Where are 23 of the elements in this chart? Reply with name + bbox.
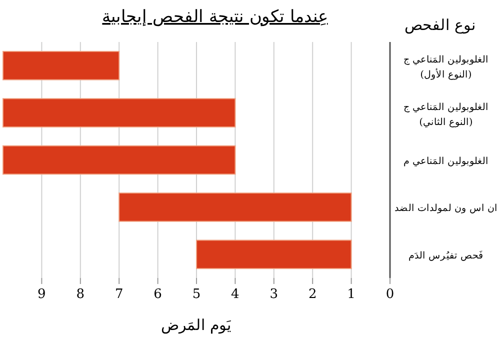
x-axis-title: يَوم المَرض — [161, 316, 231, 334]
y-tick-label: الغلوبولين المَناعي ج (النوع الثاني) — [403, 102, 489, 128]
chart-title: عِندما تكون نتيجة الفحص إيجابية — [102, 7, 328, 27]
x-tick-label: 5 — [192, 287, 201, 302]
y-tick-label: ان اس ون لمولدات الضد — [394, 203, 498, 214]
x-tick-label: 1 — [347, 287, 356, 302]
x-tick-label: 7 — [114, 287, 124, 302]
x-tick-label: 3 — [270, 287, 278, 302]
y-tick-label: الغلوبولين المَناعي م — [403, 156, 489, 167]
x-tick-label: 9 — [38, 287, 46, 302]
bar — [2, 50, 120, 80]
bar — [118, 192, 352, 222]
y-tick-label: الغلوبولين المَناعي ج (النوع الأول) — [403, 54, 489, 81]
x-tick-label: 8 — [76, 287, 85, 302]
x-tick-label: 4 — [231, 287, 240, 302]
bar — [2, 98, 236, 128]
y-axis-title: نوع الفحص — [404, 16, 476, 34]
x-tick-label: 0 — [386, 287, 394, 302]
y-tick-label: فَحص تفيُرس الدَم — [408, 249, 484, 262]
x-tick-label: 6 — [154, 287, 162, 302]
bar — [2, 145, 236, 175]
x-tick-label: 2 — [308, 287, 317, 302]
bar — [196, 240, 352, 270]
